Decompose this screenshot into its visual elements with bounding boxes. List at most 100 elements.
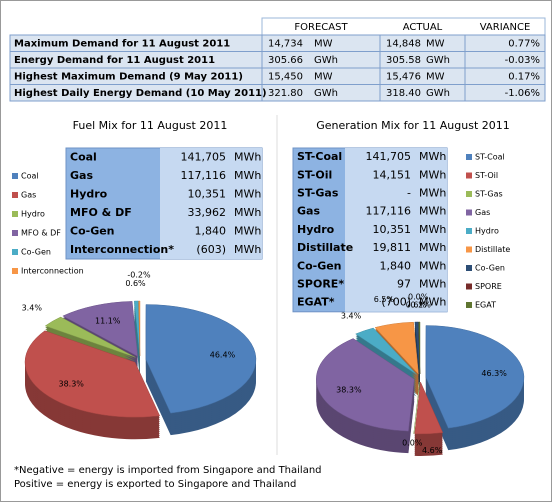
legend-swatch <box>12 192 18 198</box>
slice <box>413 381 420 434</box>
slice <box>44 316 136 358</box>
forecast-value: 14,734 <box>268 39 303 50</box>
slice <box>374 321 419 375</box>
variance-value: 0.77% <box>508 39 540 50</box>
data-label: 0.0% <box>408 293 429 302</box>
unit: MWh <box>419 168 446 181</box>
legend-label: Coal <box>21 172 39 181</box>
legend-label: ST-Coal <box>475 153 505 162</box>
legend-label: Hydro <box>475 227 499 236</box>
data-label: 38.3% <box>58 379 84 388</box>
data-label: 6.5% <box>374 295 395 304</box>
legend-swatch <box>12 268 18 274</box>
data-label: 4.6% <box>422 446 443 455</box>
footnote: Positive = energy is exported to Singapo… <box>14 479 296 490</box>
legend-label: ST-Oil <box>475 171 498 180</box>
legend-swatch <box>466 209 472 216</box>
energy-value: 141,705 <box>181 150 227 163</box>
mix-table-values-bg <box>345 148 447 312</box>
energy-value: 10,351 <box>188 187 227 200</box>
slice <box>62 301 138 357</box>
data-label: 46.3% <box>481 369 507 378</box>
legend-label: Co-Gen <box>21 248 51 257</box>
legend-swatch <box>466 228 472 234</box>
slice <box>145 304 257 414</box>
actual-value: 318.40 <box>386 88 421 99</box>
legend-label: Gas <box>475 208 490 217</box>
unit: MWh <box>419 296 446 309</box>
row-label: Highest Daily Energy Demand (10 May 2011… <box>14 88 267 99</box>
column-header: FORECAST <box>294 22 348 33</box>
fuel-name: Gas <box>70 169 93 182</box>
actual-value: 14,848 <box>386 39 421 50</box>
variance-value: -0.03% <box>505 55 540 66</box>
fuel-name: Co-Gen <box>70 224 115 237</box>
legend-label: Gas <box>21 191 36 200</box>
table-row <box>9 84 546 102</box>
data-label: -0.2% <box>127 271 151 280</box>
legend-label: Interconnection <box>21 267 84 276</box>
legend-swatch <box>466 172 472 179</box>
fuel-name: ST-Oil <box>297 168 332 181</box>
unit: GWh <box>314 88 338 99</box>
fuel-name: Co-Gen <box>297 259 342 272</box>
energy-value: - <box>407 187 411 200</box>
slice <box>425 325 525 429</box>
energy-value: (700) <box>381 296 411 309</box>
fuel-name: Coal <box>70 150 97 163</box>
unit: MWh <box>419 205 446 218</box>
legend-swatch <box>12 211 18 217</box>
legend-swatch <box>12 230 18 236</box>
legend-swatch <box>12 173 18 179</box>
unit: MWh <box>234 150 261 163</box>
energy-value: 19,811 <box>373 241 412 254</box>
data-label: -0.2% <box>408 301 432 310</box>
data-label: 3.4% <box>341 311 362 320</box>
legend-swatch <box>466 302 472 308</box>
energy-value: 14,151 <box>373 168 412 181</box>
energy-value: 1,840 <box>380 259 412 272</box>
slice <box>414 381 444 435</box>
forecast-value: 15,450 <box>268 72 303 83</box>
unit: MWh <box>419 278 446 291</box>
data-label: 46.4% <box>210 351 236 360</box>
row-label: Energy Demand for 11 August 2011 <box>14 55 215 66</box>
fuel-name: MFO & DF <box>70 206 132 219</box>
data-label: 38.3% <box>336 386 362 395</box>
unit: MWh <box>419 187 446 200</box>
footnote: *Negative = energy is imported from Sing… <box>14 465 322 476</box>
legend-swatch <box>466 246 472 253</box>
legend-label: EGAT <box>475 301 496 310</box>
legend-label: Hydro <box>21 210 45 219</box>
unit: MWh <box>234 169 261 182</box>
data-label: 3.4% <box>22 304 43 313</box>
energy-value: 141,705 <box>366 150 412 163</box>
fuel-name: Interconnection* <box>70 243 174 256</box>
row-label: Maximum Demand for 11 August 2011 <box>14 39 230 50</box>
unit: MW <box>314 39 333 50</box>
legend-label: ST-Gas <box>475 190 503 199</box>
variance-value: 0.17% <box>508 72 540 83</box>
legend-label: Distillate <box>475 245 510 254</box>
energy-value: (603) <box>196 243 226 256</box>
unit: GWh <box>426 55 450 66</box>
slice <box>355 327 417 375</box>
energy-value: 117,116 <box>181 169 227 182</box>
data-label: 11.1% <box>95 316 121 325</box>
slice <box>418 321 421 375</box>
slice <box>24 330 161 418</box>
fuel-name: ST-Coal <box>297 150 342 163</box>
unit: MWh <box>234 187 261 200</box>
actual-value: 15,476 <box>386 72 421 83</box>
unit: GWh <box>426 88 450 99</box>
energy-value: 10,351 <box>373 223 412 236</box>
column-header: VARIANCE <box>480 22 531 33</box>
unit: MWh <box>234 206 261 219</box>
forecast-value: 305.66 <box>268 55 303 66</box>
energy-value: 97 <box>397 278 411 291</box>
fuel-name: Hydro <box>70 187 108 200</box>
unit: MWh <box>419 223 446 236</box>
variance-value: -1.06% <box>505 88 540 99</box>
unit: MWh <box>234 224 261 237</box>
